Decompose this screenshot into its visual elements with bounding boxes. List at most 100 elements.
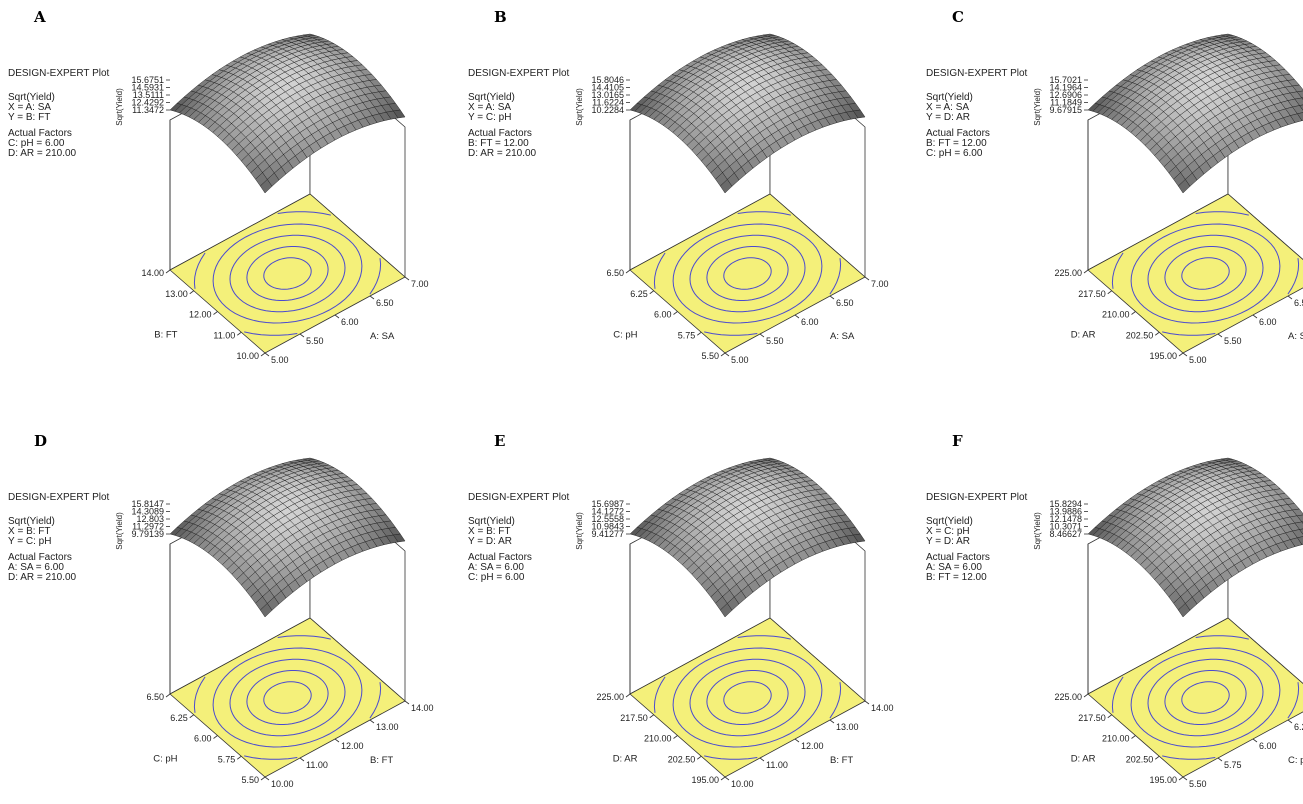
y-definition: Y = C: pH — [468, 112, 511, 123]
z-axis-label: Sqrt(Yield) — [1033, 512, 1042, 550]
panel-label: A — [33, 8, 46, 26]
x-tick-label: 12.00 — [341, 741, 364, 751]
z-tick-label: 8.46627 — [1049, 529, 1082, 539]
panel-label: F — [952, 432, 963, 450]
panel-label: B — [494, 8, 507, 26]
y-tick-label: 6.00 — [194, 734, 212, 744]
y-tick-mark — [1179, 353, 1183, 356]
x-tick-mark — [865, 277, 869, 280]
z-tick-label: 9.79139 — [131, 529, 164, 539]
x-axis-label: B: FT — [370, 755, 393, 766]
z-tick-label: 10.2284 — [591, 105, 624, 115]
x-tick-mark — [335, 739, 339, 742]
plot-title: DESIGN-EXPERT Plot — [8, 68, 110, 79]
x-axis-label: C: pH — [1288, 755, 1303, 766]
plot-title: DESIGN-EXPERT Plot — [468, 68, 570, 79]
panel-label: D — [34, 432, 47, 450]
actual-factor: D: AR = 210.00 — [468, 148, 537, 159]
y-tick-label: 225.00 — [1054, 268, 1082, 278]
x-tick-label: 6.00 — [1259, 741, 1277, 751]
x-tick-label: 7.00 — [411, 279, 429, 289]
y-tick-label: 225.00 — [1054, 692, 1082, 702]
x-tick-mark — [370, 296, 374, 299]
y-tick-mark — [1108, 715, 1112, 718]
x-tick-label: 13.00 — [836, 722, 859, 732]
y-tick-mark — [214, 312, 218, 315]
x-tick-mark — [405, 277, 409, 280]
z-axis-label: Sqrt(Yield) — [1033, 88, 1042, 126]
y-tick-mark — [650, 291, 654, 294]
y-axis-label: B: FT — [154, 330, 177, 341]
x-tick-label: 14.00 — [871, 703, 894, 713]
x-tick-label: 6.00 — [341, 317, 359, 327]
y-definition: Y = D: AR — [926, 536, 970, 547]
y-tick-mark — [1132, 312, 1136, 315]
y-tick-mark — [261, 353, 265, 356]
x-tick-label: 5.00 — [271, 355, 289, 365]
y-tick-label: 217.50 — [1078, 713, 1106, 723]
y-tick-mark — [261, 777, 265, 780]
y-tick-label: 225.00 — [596, 692, 624, 702]
plot-title: DESIGN-EXPERT Plot — [926, 492, 1028, 503]
x-tick-label: 5.50 — [766, 336, 784, 346]
y-tick-mark — [190, 715, 194, 718]
x-axis-label: A: SA — [830, 331, 855, 342]
y-axis-label: D: AR — [1071, 754, 1096, 765]
y-tick-label: 13.00 — [165, 289, 188, 299]
y-tick-mark — [1179, 777, 1183, 780]
actual-factor: C: pH = 6.00 — [468, 572, 525, 583]
y-axis-label: C: pH — [153, 754, 177, 765]
x-tick-label: 5.00 — [731, 355, 749, 365]
x-tick-label: 7.00 — [871, 279, 889, 289]
y-definition: Y = D: AR — [926, 112, 970, 123]
plot-title: DESIGN-EXPERT Plot — [926, 68, 1028, 79]
x-tick-mark — [1218, 334, 1222, 337]
x-tick-mark — [830, 296, 834, 299]
x-tick-label: 5.50 — [306, 336, 324, 346]
x-tick-mark — [300, 758, 304, 761]
y-tick-label: 6.50 — [146, 692, 164, 702]
y-tick-mark — [166, 694, 170, 697]
y-tick-mark — [1084, 270, 1088, 273]
z-axis-label: Sqrt(Yield) — [115, 88, 124, 126]
x-tick-mark — [865, 701, 869, 704]
z-tick-label: 9.67915 — [1049, 105, 1082, 115]
actual-factor: D: AR = 210.00 — [8, 572, 77, 583]
y-tick-mark — [1132, 736, 1136, 739]
y-tick-mark — [1084, 694, 1088, 697]
y-tick-label: 217.50 — [1078, 289, 1106, 299]
x-tick-label: 6.00 — [1259, 317, 1277, 327]
y-tick-label: 202.50 — [1126, 330, 1154, 340]
y-definition: Y = D: AR — [468, 536, 512, 547]
y-tick-mark — [190, 291, 194, 294]
y-tick-mark — [214, 736, 218, 739]
x-tick-mark — [795, 739, 799, 742]
x-tick-label: 10.00 — [731, 779, 754, 789]
y-tick-mark — [1155, 332, 1159, 335]
z-tick-label: 9.41277 — [591, 529, 624, 539]
y-tick-label: 202.50 — [668, 754, 696, 764]
y-tick-label: 11.00 — [213, 330, 235, 340]
panel-label: C — [952, 8, 964, 26]
x-tick-mark — [370, 720, 374, 723]
x-tick-label: 10.00 — [271, 779, 294, 789]
x-tick-mark — [725, 777, 729, 780]
y-tick-label: 6.50 — [606, 268, 624, 278]
y-tick-label: 14.00 — [141, 268, 164, 278]
y-axis-label: C: pH — [613, 330, 637, 341]
z-axis-label: Sqrt(Yield) — [575, 88, 584, 126]
x-tick-label: 5.75 — [1224, 760, 1242, 770]
x-tick-mark — [1183, 353, 1187, 356]
y-axis-label: D: AR — [613, 754, 638, 765]
y-tick-mark — [697, 756, 701, 759]
y-tick-mark — [626, 694, 630, 697]
y-tick-mark — [721, 353, 725, 356]
y-tick-label: 12.00 — [189, 310, 212, 320]
y-tick-label: 5.75 — [678, 330, 696, 340]
